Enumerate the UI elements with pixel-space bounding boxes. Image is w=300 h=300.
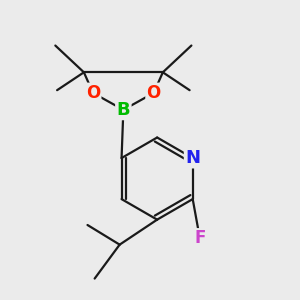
Text: F: F [194,230,206,247]
Text: O: O [147,84,161,102]
Text: B: B [116,101,130,119]
Text: N: N [185,149,200,167]
Text: O: O [86,84,100,102]
